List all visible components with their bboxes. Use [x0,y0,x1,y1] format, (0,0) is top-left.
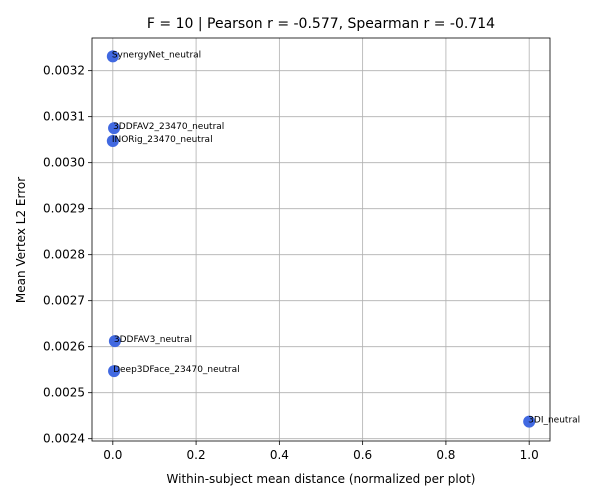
data-point-label: INORig_23470_neutral [112,135,213,145]
point-labels: SynergyNet_neutral 3DDFAV2_23470_neutral I… [112,50,580,425]
data-point-label: 3DDFAV3_neutral [114,335,192,345]
plot-frame [91,37,551,442]
x-tick-label: 0.2 [187,448,206,462]
data-point [108,335,121,348]
x-tick-label: 0.0 [103,448,122,462]
y-tick-label: 0.0026 [43,340,85,354]
data-point-label: 3DDFAV2_23470_neutral [113,122,224,132]
axes: 0.0 0.2 0.4 0.6 0.8 1.0 0.0024 0.0025 0.0026 0.00… [43,37,551,462]
data-point [108,122,121,135]
x-tick-label: 0.8 [436,448,455,462]
data-points [106,50,536,428]
data-point [523,415,536,428]
data-point-label: Deep3DFace_23470_neutral [113,365,240,375]
y-tick-label: 0.0029 [43,202,85,216]
x-axis-label: Within-subject mean distance (normalized… [167,472,476,486]
y-tick-label: 0.0028 [43,248,85,262]
x-tick-label: 0.6 [353,448,372,462]
y-tick-label: 0.0025 [43,386,85,400]
data-point-label: 3DI_neutral [528,416,580,426]
chart-title: F = 10 | Pearson r = -0.577, Spearman r … [147,16,495,32]
grid [92,38,550,441]
x-tick-label: 0.4 [270,448,289,462]
y-tick-label: 0.0030 [43,156,85,170]
x-tick-label: 1.0 [520,448,539,462]
y-tick-label: 0.0032 [43,64,85,78]
y-axis-label: Mean Vertex L2 Error [14,177,28,303]
y-tick-label: 0.0027 [43,294,85,308]
data-point-label: SynergyNet_neutral [112,50,201,60]
data-point [108,365,121,378]
y-tick-label: 0.0031 [43,110,85,124]
data-point [106,135,119,148]
y-tick-label: 0.0024 [43,432,85,446]
data-point [106,50,119,63]
